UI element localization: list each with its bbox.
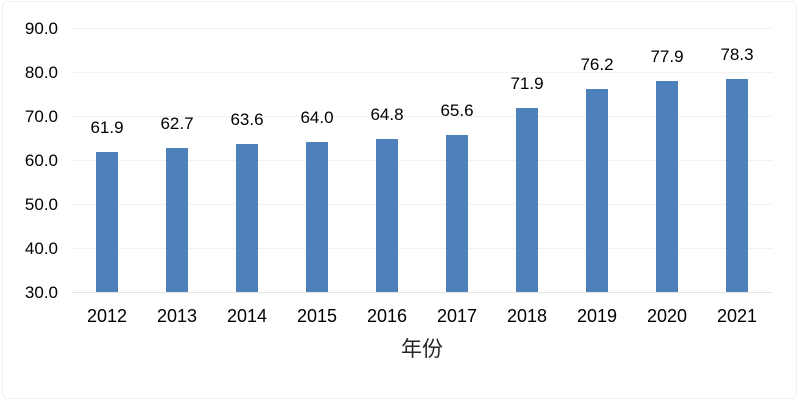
y-axis-tick-label: 30.0 <box>24 283 58 302</box>
x-axis-tick-label: 2013 <box>156 306 198 326</box>
y-axis-tick-label: 90.0 <box>24 19 58 38</box>
bar-value-label: 71.9 <box>510 73 544 93</box>
bar-2013 <box>166 148 188 292</box>
x-axis-title: 年份 <box>401 337 443 361</box>
y-axis-tick-label: 40.0 <box>24 239 58 258</box>
gridline <box>72 204 772 205</box>
bar-2012 <box>96 151 118 292</box>
bar-value-label: 78.3 <box>720 45 754 65</box>
bar-value-label: 77.9 <box>650 47 684 67</box>
bar-value-label: 76.2 <box>580 54 614 74</box>
x-axis-tick-label: 2012 <box>86 306 128 326</box>
y-axis-tick-label: 80.0 <box>24 63 58 82</box>
y-axis-tick-label: 50.0 <box>24 195 58 214</box>
bar-value-label: 63.6 <box>230 110 264 130</box>
bar-2015 <box>306 142 328 292</box>
bar-2020 <box>656 81 678 292</box>
x-axis-tick-label: 2015 <box>296 306 338 326</box>
bar-2019 <box>586 88 608 292</box>
x-axis-tick-label: 2016 <box>366 306 408 326</box>
gridline <box>72 28 772 29</box>
x-axis-tick-label: 2018 <box>506 306 548 326</box>
gridline <box>72 248 772 249</box>
bar-value-label: 65.6 <box>440 101 474 121</box>
bar-value-label: 62.7 <box>160 114 194 134</box>
gridline <box>72 116 772 117</box>
bar-2021 <box>726 79 748 292</box>
x-axis-tick-label: 2014 <box>226 306 268 326</box>
y-axis-tick-label: 60.0 <box>24 151 58 170</box>
bar-2017 <box>446 135 468 292</box>
x-axis-tick-label: 2021 <box>716 306 758 326</box>
x-axis-tick-label: 2019 <box>576 306 618 326</box>
bar-value-label: 64.8 <box>370 104 404 124</box>
gridline <box>72 160 772 161</box>
y-axis-tick-label: 70.0 <box>24 107 58 126</box>
x-axis-tick-label: 2017 <box>436 306 478 326</box>
bar-2014 <box>236 144 258 292</box>
x-axis-line <box>72 292 772 293</box>
bar-value-label: 61.9 <box>90 117 124 137</box>
x-axis-tick-label: 2020 <box>646 306 688 326</box>
gridline <box>72 72 772 73</box>
bar-value-label: 64.0 <box>300 108 334 128</box>
bar-2018 <box>516 107 538 292</box>
bar-2016 <box>376 138 398 292</box>
